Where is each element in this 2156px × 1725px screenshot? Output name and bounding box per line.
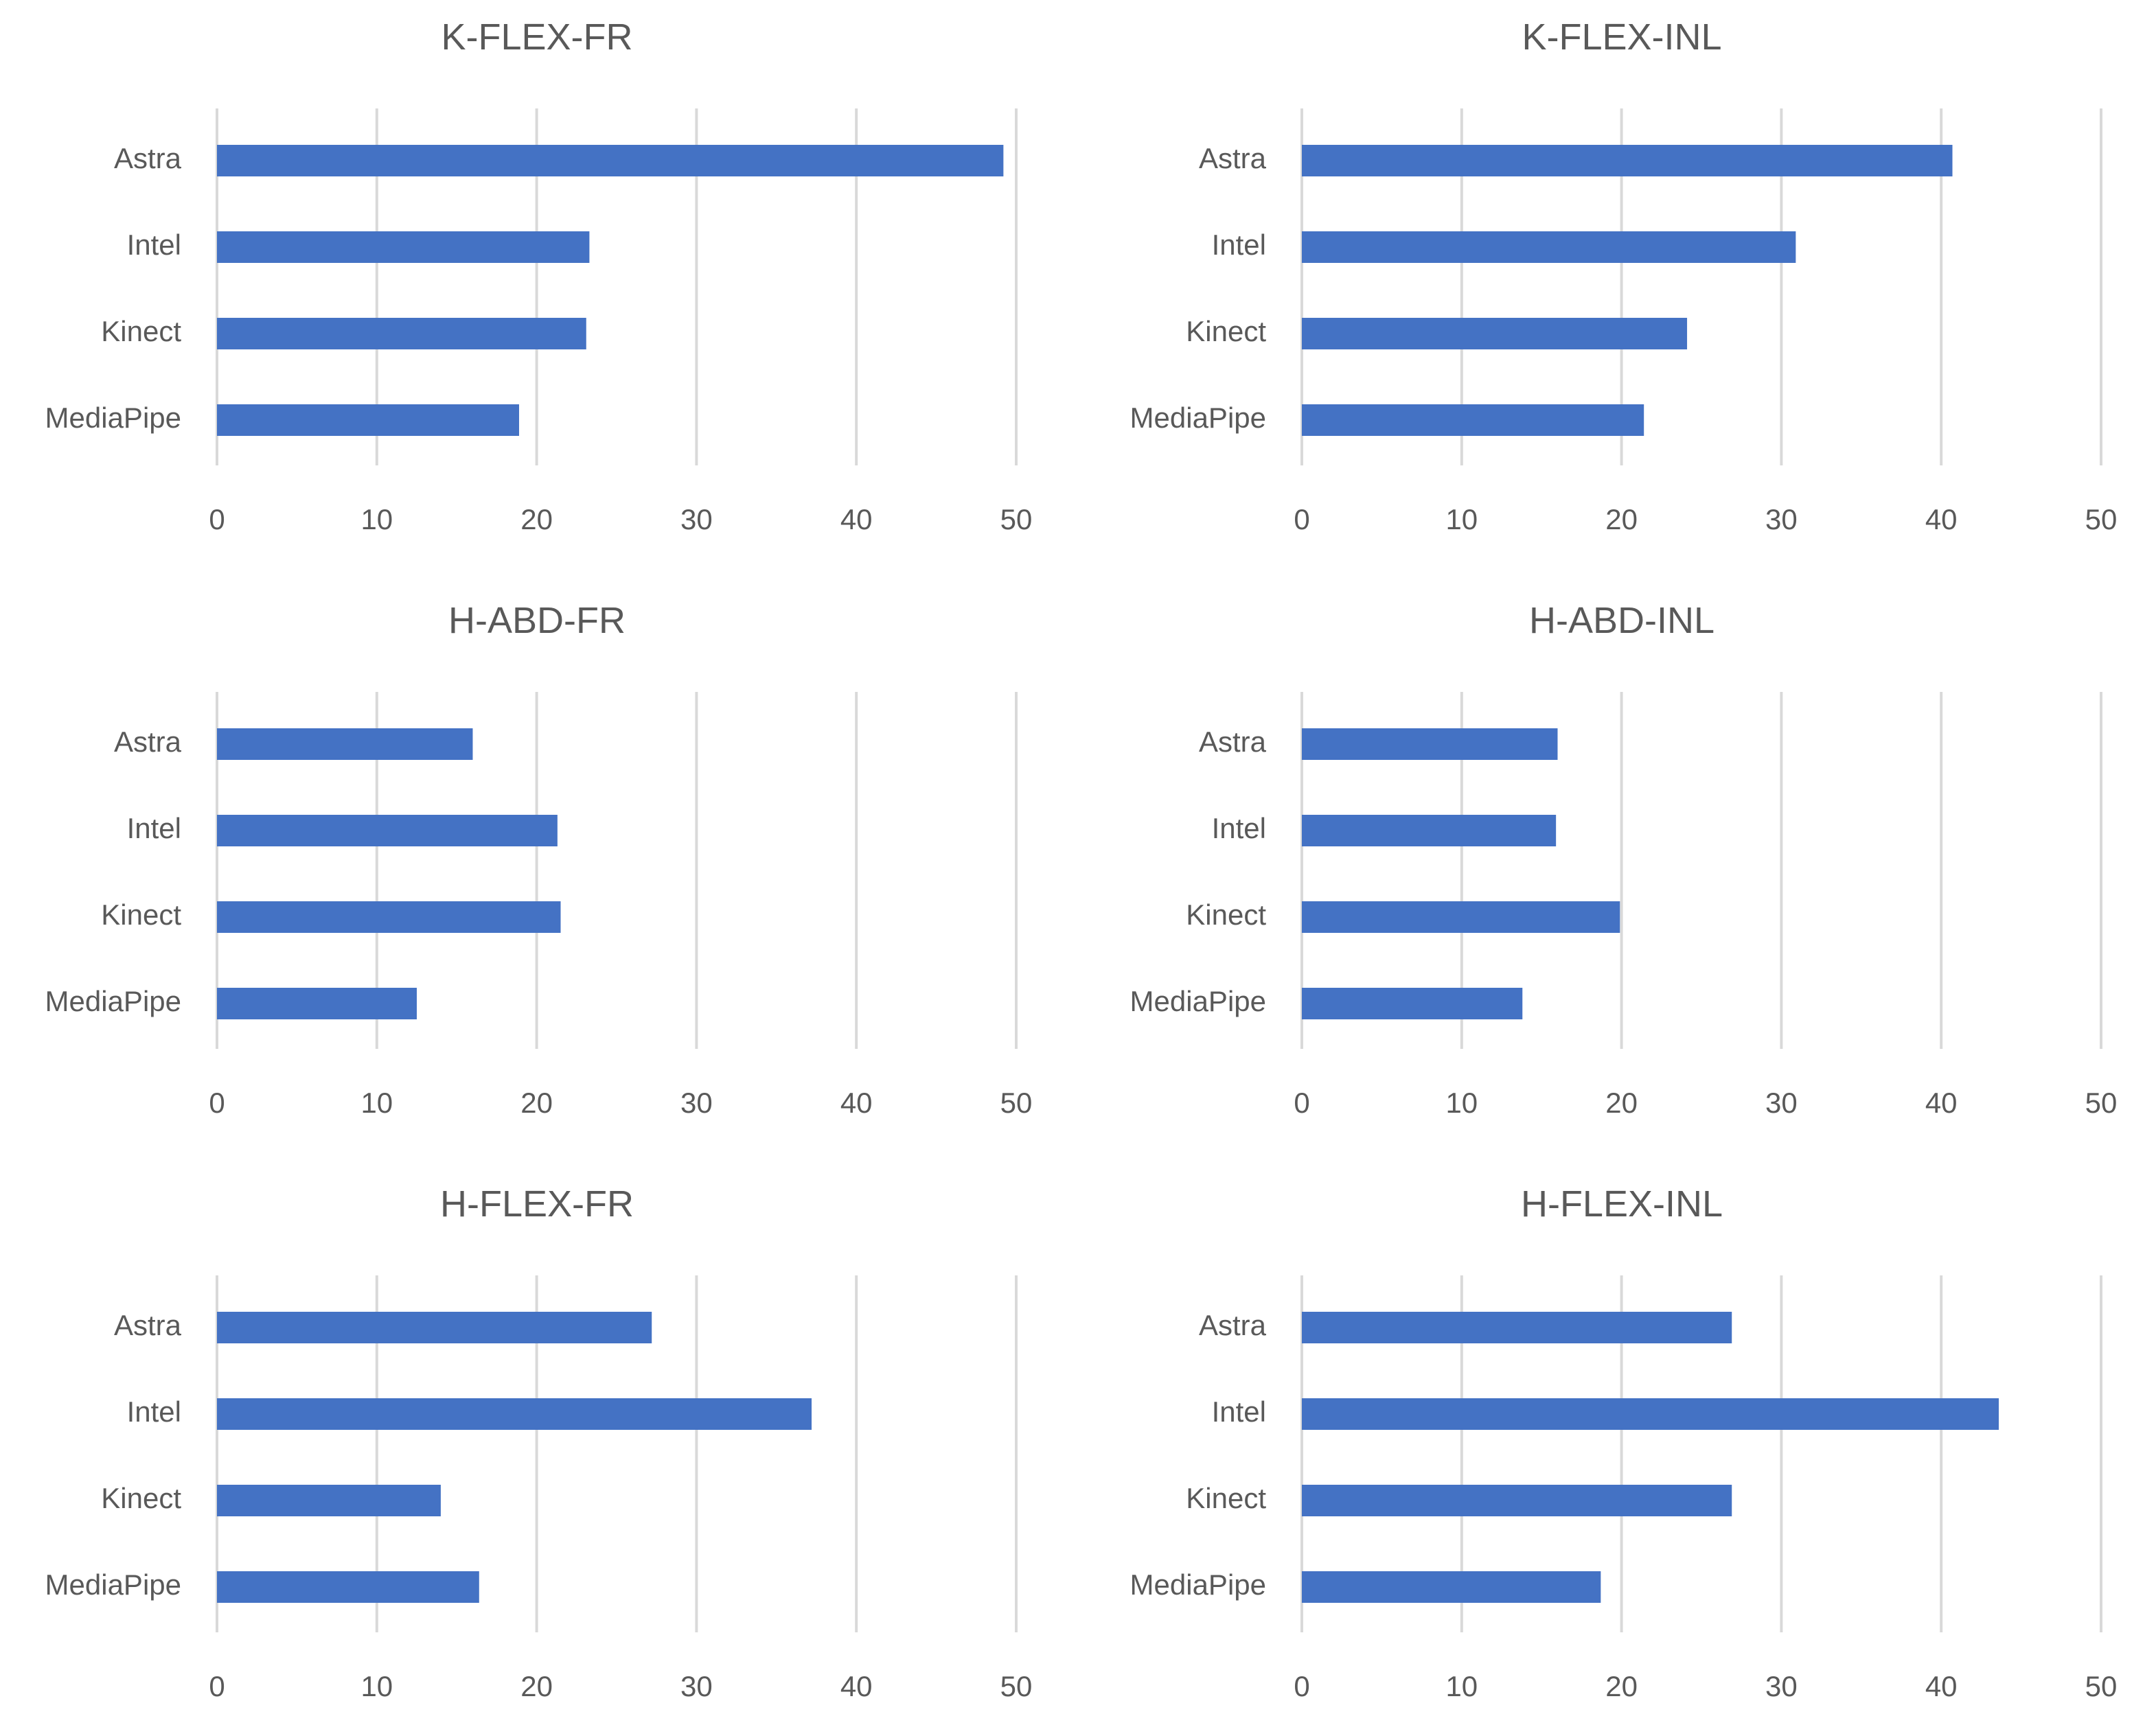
x-tick-label: 10 <box>1445 503 1478 535</box>
bar-mediapipe <box>217 404 519 436</box>
x-tick-label: 20 <box>520 1670 553 1702</box>
category-label: Kinect <box>1186 1482 1266 1514</box>
bar-astra <box>217 728 473 760</box>
x-tick-label: 0 <box>209 503 225 535</box>
category-label: Intel <box>1212 812 1266 844</box>
category-label: MediaPipe <box>1130 985 1266 1017</box>
x-tick-label: 50 <box>1000 1670 1033 1702</box>
category-label: Kinect <box>101 1482 181 1514</box>
x-tick-label: 50 <box>2085 1670 2118 1702</box>
x-tick-label: 20 <box>520 1087 553 1119</box>
chart-panel-h-flex-inl: H-FLEX-INL 0 10 20 30 40 50 Astra Intel Kinect Med… <box>1130 1183 2118 1702</box>
category-label: Kinect <box>1186 899 1266 931</box>
x-tick-label: 50 <box>1000 1087 1033 1119</box>
x-tick-label: 40 <box>1925 1087 1958 1119</box>
chart-panel-k-flex-fr: K-FLEX-FR 0 10 20 30 40 50 Astra Intel Kinect Medi… <box>45 16 1033 535</box>
chart-panel-h-abd-fr: H-ABD-FR 0 10 20 30 40 50 Astra Intel Kinect Media… <box>45 600 1033 1119</box>
x-tick-label: 0 <box>209 1670 225 1702</box>
bar-intel <box>217 815 558 846</box>
x-tick-label: 40 <box>840 1087 873 1119</box>
bar-intel <box>1302 231 1796 263</box>
bar-intel <box>217 1398 812 1430</box>
x-tick-label: 40 <box>840 1670 873 1702</box>
x-tick-label: 0 <box>1294 1670 1309 1702</box>
chart-panel-k-flex-inl: K-FLEX-INL 0 10 20 30 40 50 Astra Intel Kinect Med… <box>1130 16 2118 535</box>
x-tick-label: 30 <box>1765 503 1798 535</box>
chart-title: H-ABD-FR <box>448 600 626 641</box>
category-label: Intel <box>127 229 181 261</box>
x-tick-label: 30 <box>680 1670 713 1702</box>
x-tick-label: 20 <box>1605 503 1638 535</box>
bar-kinect <box>217 901 561 933</box>
x-tick-label: 50 <box>2085 1087 2118 1119</box>
x-tick-label: 30 <box>1765 1087 1798 1119</box>
chart-title: H-FLEX-INL <box>1521 1183 1723 1225</box>
x-tick-label: 20 <box>520 503 553 535</box>
category-label: MediaPipe <box>1130 402 1266 434</box>
bar-mediapipe <box>1302 1571 1601 1603</box>
category-label: Astra <box>1199 1309 1267 1341</box>
bar-intel <box>217 231 590 263</box>
category-label: MediaPipe <box>45 402 181 434</box>
bar-astra <box>1302 145 1953 176</box>
bar-kinect <box>1302 1485 1732 1516</box>
x-tick-label: 30 <box>680 503 713 535</box>
bar-kinect <box>217 318 586 349</box>
chart-title: K-FLEX-INL <box>1522 16 1721 58</box>
bar-astra <box>1302 728 1558 760</box>
category-label: Astra <box>114 726 182 758</box>
x-tick-label: 30 <box>1765 1670 1798 1702</box>
category-label: MediaPipe <box>45 985 181 1017</box>
x-tick-label: 10 <box>1445 1087 1478 1119</box>
x-tick-label: 50 <box>1000 503 1033 535</box>
category-label: Intel <box>127 812 181 844</box>
x-tick-label: 10 <box>1445 1670 1478 1702</box>
bar-mediapipe <box>1302 988 1523 1019</box>
chart-title: K-FLEX-FR <box>441 16 632 58</box>
bar-intel <box>1302 1398 1999 1430</box>
x-tick-label: 20 <box>1605 1087 1638 1119</box>
bar-astra <box>217 145 1004 176</box>
bar-astra <box>1302 1312 1732 1343</box>
bar-mediapipe <box>217 988 417 1019</box>
chart-title: H-ABD-INL <box>1529 600 1715 641</box>
chart-panel-h-flex-fr: H-FLEX-FR 0 10 20 30 40 50 Astra Intel Kinect Medi… <box>45 1183 1033 1702</box>
category-label: Kinect <box>1186 315 1266 347</box>
category-label: Astra <box>114 1309 182 1341</box>
bar-kinect <box>1302 318 1688 349</box>
x-tick-label: 0 <box>209 1087 225 1119</box>
category-label: Kinect <box>101 899 181 931</box>
x-tick-label: 20 <box>1605 1670 1638 1702</box>
bar-mediapipe <box>1302 404 1644 436</box>
category-label: Intel <box>1212 229 1266 261</box>
x-tick-label: 50 <box>2085 503 2118 535</box>
x-tick-label: 40 <box>1925 503 1958 535</box>
x-tick-label: 30 <box>680 1087 713 1119</box>
x-tick-label: 0 <box>1294 503 1309 535</box>
bar-astra <box>217 1312 652 1343</box>
category-label: Kinect <box>101 315 181 347</box>
x-tick-label: 40 <box>1925 1670 1958 1702</box>
bar-intel <box>1302 815 1557 846</box>
category-label: Intel <box>1212 1396 1266 1428</box>
bar-mediapipe <box>217 1571 479 1603</box>
category-label: Astra <box>1199 142 1267 174</box>
x-tick-label: 10 <box>360 1670 393 1702</box>
category-label: Astra <box>114 142 182 174</box>
chart-title: H-FLEX-FR <box>440 1183 634 1225</box>
x-tick-label: 0 <box>1294 1087 1309 1119</box>
x-tick-label: 10 <box>360 503 393 535</box>
bar-kinect <box>1302 901 1620 933</box>
x-tick-label: 10 <box>360 1087 393 1119</box>
bar-kinect <box>217 1485 441 1516</box>
category-label: Astra <box>1199 726 1267 758</box>
x-tick-label: 40 <box>840 503 873 535</box>
category-label: MediaPipe <box>45 1568 181 1601</box>
chart-panel-h-abd-inl: H-ABD-INL 0 10 20 30 40 50 Astra Intel Kinect Medi… <box>1130 600 2118 1119</box>
category-label: Intel <box>127 1396 181 1428</box>
category-label: MediaPipe <box>1130 1568 1266 1601</box>
